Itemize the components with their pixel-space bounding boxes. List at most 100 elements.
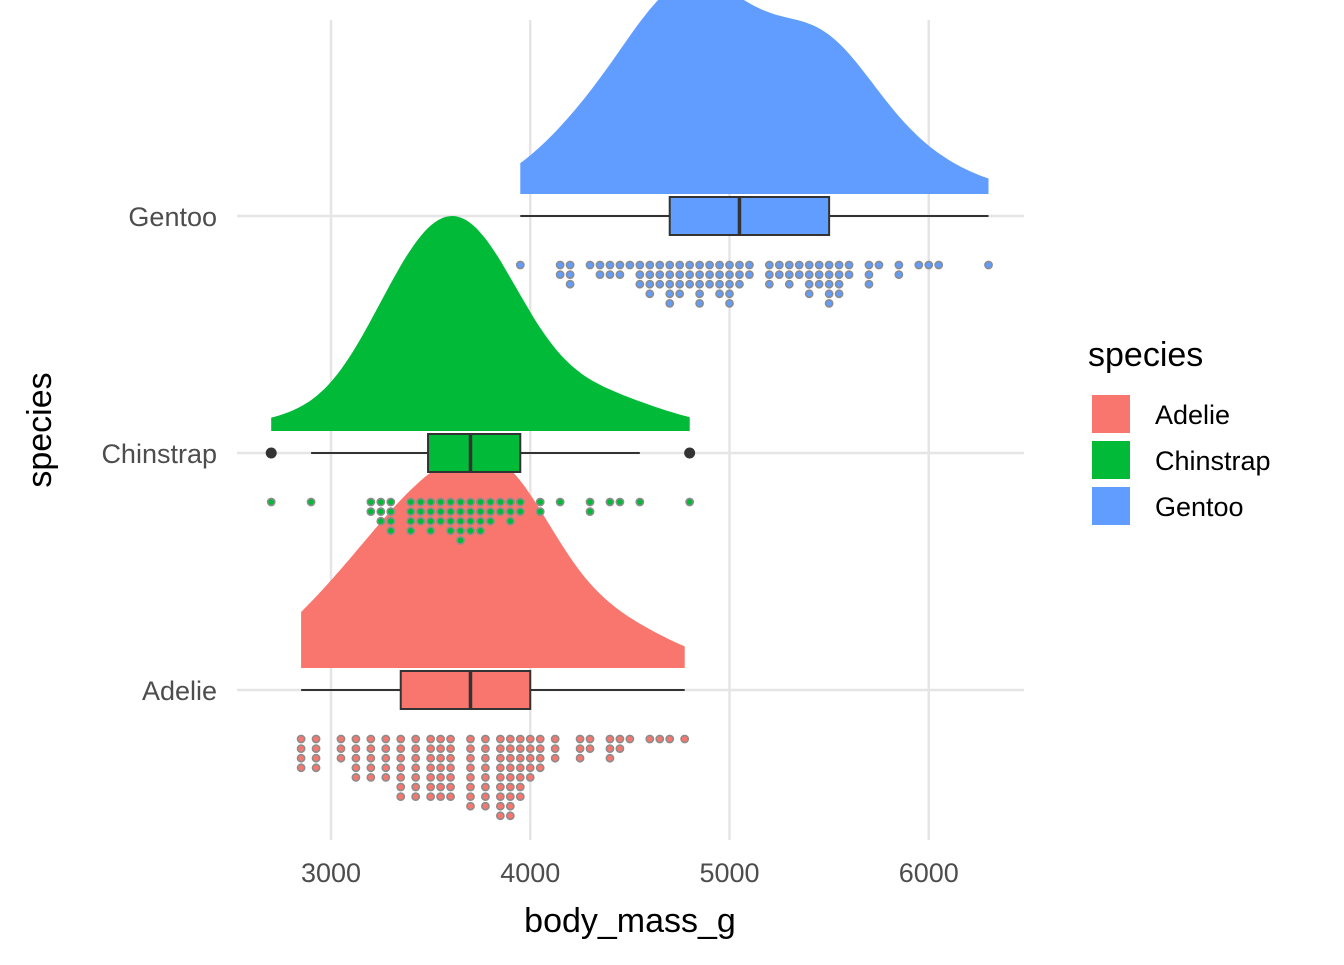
dot-gentoo-5000-0 [725, 260, 734, 270]
density-gentoo [520, 0, 989, 194]
dot-gentoo-5500-1 [824, 270, 834, 279]
dot-adelie-3200-1 [366, 744, 376, 753]
dot-chinstrap-3800-0 [485, 497, 495, 507]
dot-gentoo-4500-0 [625, 260, 635, 270]
legend-key-gentoo [1092, 487, 1130, 525]
x-tick-label-5000: 5000 [699, 858, 759, 888]
dot-adelie-2925-1 [311, 744, 321, 753]
dot-gentoo-4900-1 [705, 270, 714, 279]
dot-adelie-4400-0 [605, 734, 615, 744]
dot-chinstrap-3600-2 [446, 516, 455, 526]
dot-gentoo-5500-3 [824, 289, 834, 299]
dot-gentoo-5850-0 [894, 260, 904, 270]
dot-adelie-3425-6 [411, 792, 421, 801]
dot-adelie-3900-8 [505, 811, 515, 821]
dot-adelie-3600-3 [446, 763, 455, 773]
dot-adelie-3950-2 [515, 753, 525, 763]
dot-gentoo-4600-1 [645, 270, 655, 279]
dot-adelie-3600-2 [446, 753, 455, 763]
dot-adelie-3850-0 [495, 734, 505, 744]
dot-adelie-3775-1 [481, 744, 490, 753]
dot-chinstrap-3850-0 [495, 497, 505, 507]
legend-key-adelie [1092, 395, 1130, 433]
dot-adelie-4000-1 [525, 744, 535, 753]
legend: species Adelie Chinstrap Gentoo [1088, 336, 1271, 525]
dot-gentoo-5400-3 [804, 289, 814, 299]
dot-chinstrap-3200-0 [366, 497, 376, 507]
dot-chinstrap-3450-0 [416, 497, 426, 507]
dot-chinstrap-3500-3 [426, 526, 436, 536]
dot-adelie-3350-2 [396, 753, 406, 763]
dot-adelie-3850-1 [495, 744, 505, 753]
dot-gentoo-5550-2 [834, 279, 844, 289]
dot-gentoo-4600-2 [645, 279, 655, 289]
dot-chinstrap-3600-1 [446, 507, 455, 516]
dot-chinstrap-3550-1 [436, 507, 445, 516]
dot-gentoo-4900-0 [705, 260, 714, 270]
dot-chinstrap-3600-0 [446, 497, 455, 507]
dot-adelie-3900-5 [505, 782, 515, 792]
dot-adelie-4700-0 [665, 734, 675, 744]
chart-marks [265, 0, 993, 821]
dot-adelie-3350-1 [396, 744, 406, 753]
dot-adelie-3850-3 [495, 763, 505, 773]
dot-adelie-3425-3 [411, 763, 421, 773]
dot-adelie-3500-3 [426, 763, 436, 773]
dot-gentoo-4600-3 [645, 289, 655, 299]
dot-adelie-3425-1 [411, 744, 421, 753]
dot-adelie-3900-2 [505, 753, 515, 763]
dot-gentoo-4650-2 [655, 279, 665, 289]
dot-adelie-3275-0 [381, 734, 391, 744]
dot-adelie-3200-2 [366, 753, 376, 763]
dot-gentoo-4900-2 [705, 279, 714, 289]
dot-adelie-3350-0 [396, 734, 406, 744]
dot-adelie-3600-4 [446, 773, 455, 782]
dot-gentoo-5450-2 [814, 279, 824, 289]
dot-chinstrap-3550-2 [436, 516, 445, 526]
dot-adelie-3350-4 [396, 773, 406, 782]
dot-adelie-3125-2 [351, 753, 361, 763]
dot-adelie-3900-6 [505, 792, 515, 801]
dot-chinstrap-3300-0 [386, 497, 396, 507]
dot-gentoo-5200-1 [764, 270, 774, 279]
dot-chinstrap-3500-1 [426, 507, 436, 516]
dot-gentoo-5350-0 [794, 260, 804, 270]
dot-gentoo-5050-2 [735, 279, 744, 289]
dot-gentoo-5050-1 [735, 270, 744, 279]
dot-gentoo-4650-1 [655, 270, 665, 279]
dot-gentoo-6300-0 [984, 260, 993, 270]
dot-adelie-3350-3 [396, 763, 406, 773]
dot-gentoo-6050-0 [934, 260, 944, 270]
dot-adelie-2850-3 [296, 763, 306, 773]
dot-adelie-3550-0 [436, 734, 445, 744]
dot-adelie-3425-2 [411, 753, 421, 763]
dot-chinstrap-3800-2 [485, 516, 495, 526]
dot-adelie-3200-3 [366, 763, 376, 773]
dot-chinstrap-3650-4 [456, 536, 465, 545]
dot-gentoo-5000-4 [725, 298, 734, 308]
dot-chinstrap-4400-0 [605, 497, 615, 507]
dot-gentoo-5750-0 [874, 260, 884, 270]
dot-adelie-2925-3 [311, 763, 321, 773]
dot-adelie-3900-0 [505, 734, 515, 744]
dot-adelie-3700-3 [466, 763, 475, 773]
dot-adelie-4250-1 [575, 744, 585, 753]
dot-adelie-4450-1 [615, 744, 625, 753]
dot-adelie-3700-1 [466, 744, 475, 753]
dot-gentoo-5300-0 [784, 260, 794, 270]
dot-adelie-3125-3 [351, 763, 361, 773]
dot-chinstrap-3450-2 [416, 516, 426, 526]
dot-adelie-3425-5 [411, 782, 421, 792]
dot-chinstrap-3600-3 [446, 526, 455, 536]
dot-adelie-3550-1 [436, 744, 445, 753]
dot-adelie-2925-2 [311, 753, 321, 763]
dot-adelie-3550-6 [436, 792, 445, 801]
dot-gentoo-4550-0 [635, 260, 645, 270]
dot-adelie-4125-0 [550, 734, 560, 744]
dot-adelie-4300-0 [585, 734, 595, 744]
y-axis-title: species [21, 372, 59, 487]
dot-gentoo-5000-1 [725, 270, 734, 279]
dot-gentoo-5600-1 [844, 270, 854, 279]
dot-gentoo-4350-0 [595, 260, 605, 270]
dot-chinstrap-3900-2 [505, 516, 515, 526]
